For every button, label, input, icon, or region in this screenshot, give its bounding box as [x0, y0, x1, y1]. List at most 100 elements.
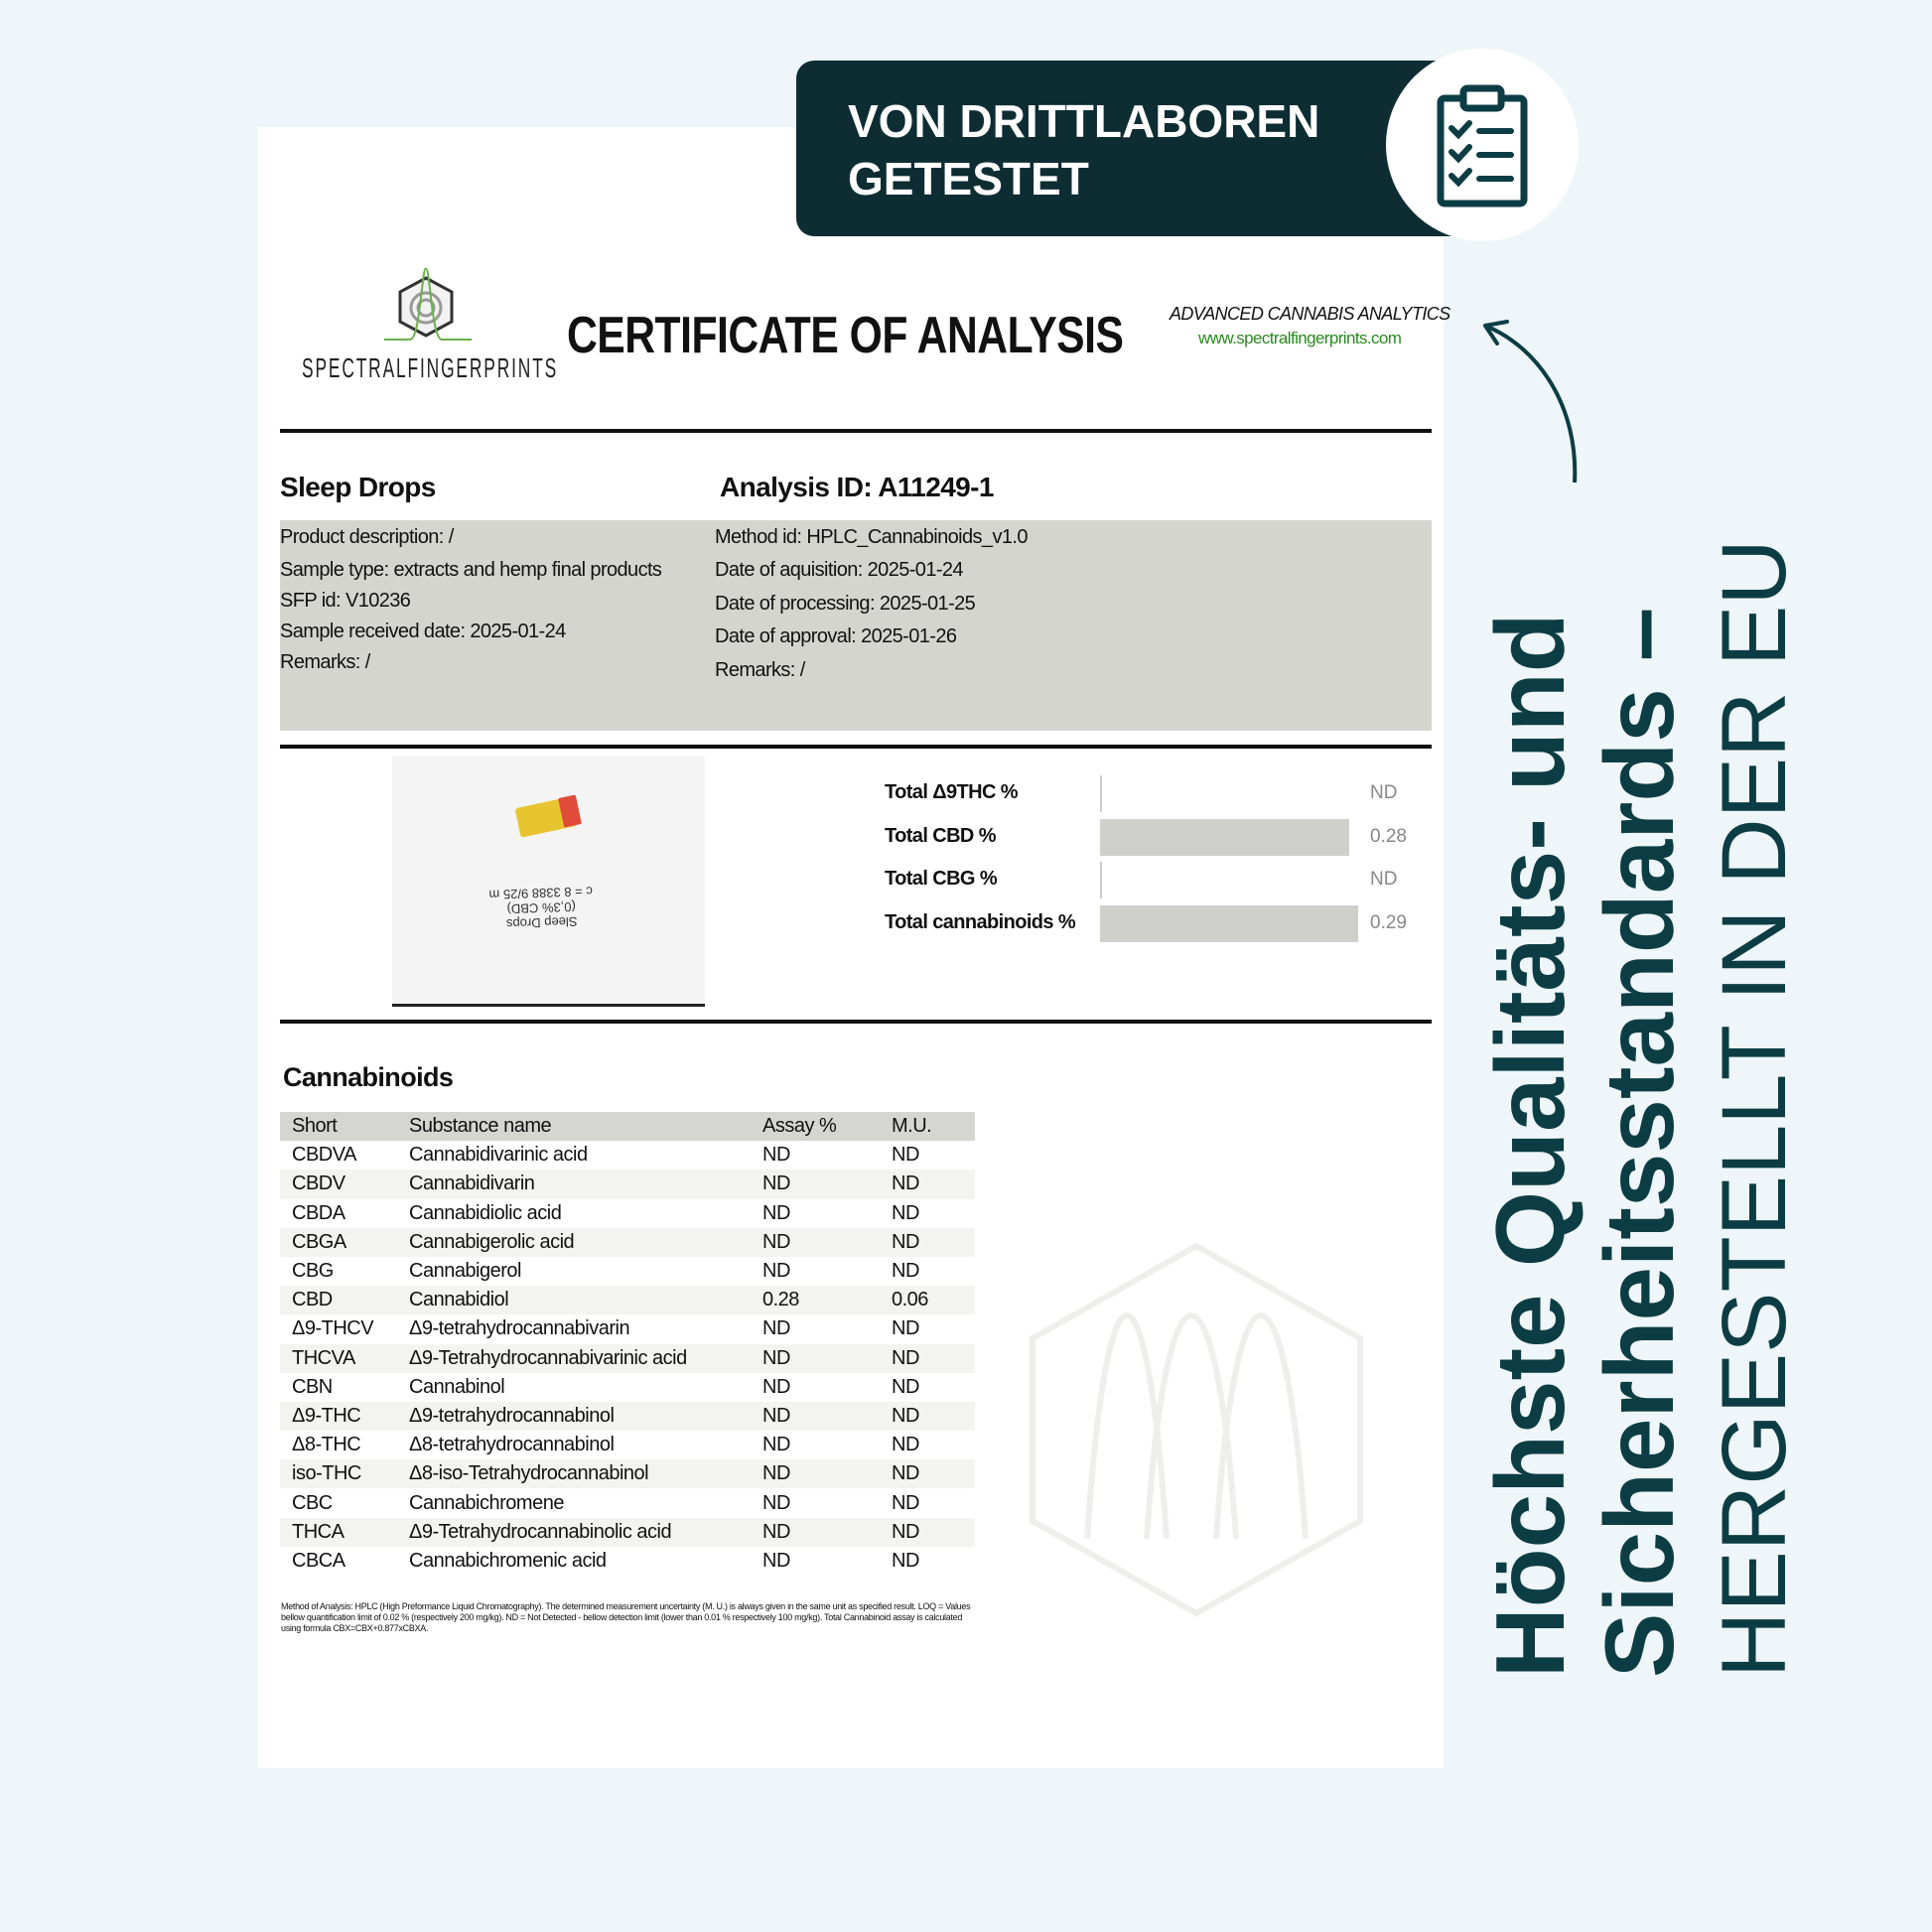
meta-field: Remarks: /: [280, 651, 370, 673]
table-cell: ND: [892, 1317, 919, 1340]
table-cell: ND: [892, 1170, 975, 1199]
table-row: Δ8-THC Δ8-tetrahydrocannabinol ND ND: [280, 1431, 975, 1459]
table-cell: Cannabigerol: [409, 1260, 521, 1283]
side-headline: Höchste Qualitäts- und Sicherheitsstanda…: [1475, 539, 1809, 1678]
table-cell: Cannabichromenic acid: [409, 1549, 607, 1572]
meta-field: Sample type: extracts and hemp final pro…: [280, 559, 662, 581]
table-cell: ND: [762, 1260, 790, 1283]
table-cell: ND: [892, 1549, 919, 1572]
total-value: 0.28: [1370, 826, 1407, 847]
meta-field: Date of aquisition: 2025-01-24: [715, 559, 964, 581]
table-cell: Δ8-tetrahydrocannabinol: [409, 1434, 615, 1456]
table-cell: 0.28: [762, 1286, 892, 1315]
total-value: 0.29: [1370, 912, 1407, 933]
table-cell: CBD: [280, 1286, 409, 1315]
table-cell: Δ8-iso-Tetrahydrocannabinol: [409, 1459, 762, 1489]
total-label: Total CBG %: [885, 868, 998, 890]
table-cell: ND: [892, 1375, 919, 1398]
table-cell: ND: [762, 1549, 790, 1572]
badge-line-2: GETESTET: [848, 153, 1089, 205]
product-photo: Sleep Drops (0,3% CBD) c = 8 3388 9/25 m: [392, 757, 705, 1007]
table-row: CBCA Cannabichromenic acid ND ND: [280, 1547, 975, 1576]
logo-text: SPECTRALFINGERPRINTS: [302, 352, 559, 383]
certificate-title: CERTIFICATE OF ANALYSIS: [567, 307, 1124, 364]
table-cell: ND: [892, 1434, 919, 1456]
table-cell: ND: [892, 1401, 975, 1432]
table-row: CBN Cannabinol ND ND: [280, 1373, 975, 1402]
table-cell: ND: [892, 1144, 919, 1167]
side-line-3: HERGESTELLT IN DER EU: [1704, 539, 1805, 1678]
table-cell: CBDV: [280, 1170, 409, 1199]
table-cell: Cannabichromene: [409, 1491, 564, 1514]
table-cell: CBGA: [280, 1227, 409, 1257]
table-cell: Δ9-tetrahydrocannabinol: [409, 1401, 762, 1432]
clipboard-check-icon: [1437, 84, 1528, 207]
column-header: Substance name: [409, 1112, 762, 1142]
table-cell: 0.06: [892, 1286, 975, 1315]
table-cell: ND: [762, 1517, 892, 1547]
table-cell: Cannabinol: [409, 1375, 505, 1398]
table-cell: THCA: [280, 1517, 409, 1547]
column-header: Assay %: [762, 1112, 892, 1142]
table-cell: Cannabidivarin: [409, 1170, 762, 1199]
watermark-logo-icon: [1030, 1242, 1363, 1617]
table-cell: ND: [892, 1343, 975, 1373]
total-value: ND: [1370, 869, 1398, 890]
divider: [280, 1020, 1432, 1024]
meta-box: [280, 520, 1432, 731]
meta-field: Sample received date: 2025-01-24: [280, 621, 566, 642]
table-cell: THCVA: [280, 1343, 409, 1373]
meta-field: Date of processing: 2025-01-25: [715, 593, 976, 615]
table-cell: CBG: [292, 1260, 334, 1283]
side-line-1: Höchste Qualitäts- und: [1475, 613, 1585, 1678]
product-name: Sleep Drops: [280, 472, 436, 502]
table-cell: ND: [762, 1170, 892, 1199]
total-label: Total cannabinoids %: [885, 911, 1076, 933]
table-cell: ND: [892, 1260, 919, 1283]
badge-line-1: VON DRITTLABOREN: [848, 95, 1320, 147]
table-cell: CBDVA: [292, 1144, 356, 1167]
footnote: Method of Analysis: HPLC (High Preforman…: [281, 1601, 971, 1633]
table-cell: ND: [892, 1201, 919, 1224]
table-row: CBD Cannabidiol 0.28 0.06: [280, 1286, 975, 1315]
table-cell: Δ9-Tetrahydrocannabivarinic acid: [409, 1343, 762, 1373]
table-cell: ND: [762, 1227, 892, 1257]
table-row: iso-THC Δ8-iso-Tetrahydrocannabinol ND ND: [280, 1459, 975, 1489]
meta-field: Remarks: /: [715, 659, 805, 681]
table-cell: Cannabidivarinic acid: [409, 1144, 588, 1167]
website-link[interactable]: www.spectralfingerprints.com: [1198, 329, 1402, 347]
section-title: Cannabinoids: [283, 1062, 454, 1092]
table-row: CBGA Cannabigerolic acid ND ND: [280, 1227, 975, 1257]
table-cell: ND: [762, 1343, 892, 1373]
table-cell: ND: [762, 1491, 790, 1514]
third-party-tested-badge: VON DRITTLABOREN GETESTET: [796, 61, 1481, 236]
table-row: CBDV Cannabidivarin ND ND: [280, 1170, 975, 1199]
table-cell: CBCA: [292, 1549, 345, 1572]
spectralfingerprints-logo-icon: [384, 268, 472, 341]
meta-field: Method id: HPLC_Cannabinoids_v1.0: [715, 526, 1028, 548]
table-cell: ND: [762, 1401, 892, 1432]
table-row: CBDVA Cannabidivarinic acid ND ND: [280, 1141, 975, 1170]
tagline: ADVANCED CANNABIS ANALYTICS: [1170, 304, 1450, 324]
table-row: CBG Cannabigerol ND ND: [280, 1257, 975, 1286]
total-bar: [1100, 862, 1102, 898]
table-row: CBC Cannabichromene ND ND: [280, 1488, 975, 1517]
table-cell: Δ8-THC: [292, 1434, 361, 1456]
divider: [280, 745, 1432, 749]
column-header: Short: [280, 1112, 409, 1142]
arrow-icon: [1483, 320, 1578, 483]
table-cell: Cannabidiolic acid: [409, 1201, 562, 1224]
table-cell: ND: [892, 1491, 919, 1514]
meta-field: Date of approval: 2025-01-26: [715, 625, 957, 647]
table-cell: ND: [762, 1434, 790, 1456]
table-row: THCA Δ9-Tetrahydrocannabinolic acid ND ND: [280, 1517, 975, 1547]
table-cell: Δ9-THC: [280, 1401, 409, 1432]
cannabinoids-table: Short Substance name Assay % M.U. CBDVA C…: [280, 1112, 975, 1576]
table-cell: ND: [892, 1227, 975, 1257]
table-row: Δ9-THC Δ9-tetrahydrocannabinol ND ND: [280, 1401, 975, 1432]
table-row: Δ9-THCV Δ9-tetrahydrocannabivarin ND ND: [280, 1314, 975, 1343]
table-cell: ND: [762, 1375, 790, 1398]
table-cell: CBDA: [292, 1201, 345, 1224]
table-cell: Δ9-THCV: [292, 1317, 374, 1340]
total-value: ND: [1370, 782, 1398, 803]
